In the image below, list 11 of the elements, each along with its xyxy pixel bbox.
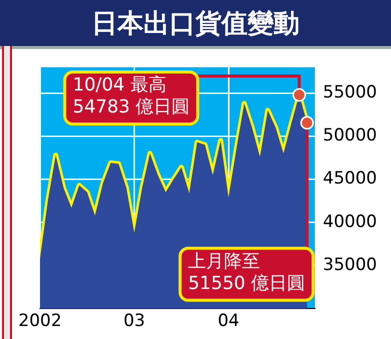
y-tick-label: 35000 [322,254,378,275]
y-tick-label: 45000 [322,168,378,189]
chart-title: 日本出口貨值變動 [0,0,391,49]
y-tick-label: 40000 [322,212,378,232]
y-tick-label: 50000 [322,126,378,146]
x-tick-label: 2002 [18,311,62,332]
x-tick-label: 03 [123,311,146,332]
y-tick-label: 55000 [322,82,378,102]
annotation: 上月降至 51550 億日圓 [188,250,306,294]
x-tick-label: 04 [218,311,240,332]
annotation: 10/04 最高 54783 億日圓 [72,74,190,118]
